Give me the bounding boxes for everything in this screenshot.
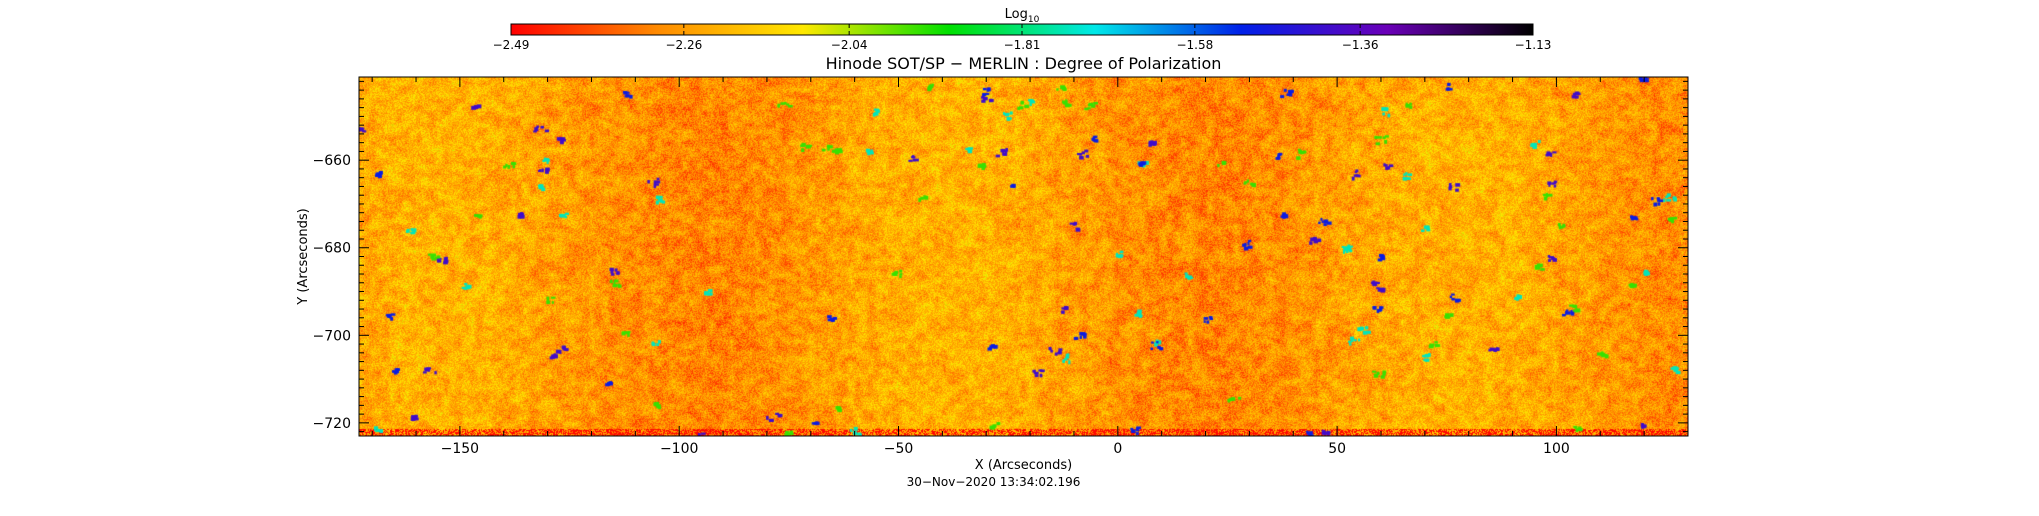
- colorbar-title: Log10: [1005, 7, 1040, 25]
- colorbar-tick-label: −2.49: [493, 38, 530, 52]
- y-axis-ticks: −660 −680 −700 −720: [313, 80, 1688, 433]
- x-tick-label: −150: [441, 441, 479, 457]
- timestamp: 30−Nov−2020 13:34:02.196: [907, 475, 1081, 489]
- y-tick-label: −720: [313, 416, 351, 432]
- colorbar-tick-label: −1.58: [1176, 38, 1213, 52]
- polarization-map-container: [359, 77, 1688, 436]
- y-tick-label: −680: [313, 241, 351, 257]
- colorbar-ticks: −2.49 −2.26 −2.04 −1.81 −1.58 −1.36 −1.13: [493, 24, 1552, 52]
- polarization-heatmap: [359, 77, 1688, 436]
- x-tick-label: −50: [884, 441, 914, 457]
- colorbar: Log10 −2.49 −2.26 −2.04 −1.81 −1.58 −1.36 −1.1…: [493, 7, 1552, 52]
- colorbar-title-subscript: 10: [1028, 15, 1040, 25]
- x-tick-label: 0: [1113, 441, 1122, 457]
- colorbar-tick-label: −2.04: [831, 38, 868, 52]
- x-axis-label: X (Arcseconds): [975, 458, 1072, 473]
- x-tick-label: 100: [1543, 441, 1570, 457]
- y-axis-label: Y (Arcseconds): [296, 208, 311, 305]
- y-tick-label: −700: [313, 328, 351, 344]
- colorbar-title-main: Log: [1005, 7, 1028, 22]
- colorbar-tick-label: −1.81: [1004, 38, 1041, 52]
- colorbar-tick-label: −1.36: [1342, 38, 1379, 52]
- plot-title: Hinode SOT/SP − MERLIN : Degree of Polar…: [826, 54, 1222, 73]
- colorbar-tick-label: −2.26: [665, 38, 702, 52]
- plot-area: −150 −100 −50 0 50 100 −660 −680 −700 −720: [313, 76, 1689, 457]
- x-tick-label: 50: [1328, 441, 1346, 457]
- y-tick-label: −660: [313, 153, 351, 169]
- colorbar-tick-label: −1.13: [1515, 38, 1552, 52]
- x-axis-ticks: −150 −100 −50 0 50 100: [371, 77, 1689, 457]
- x-tick-label: −100: [660, 441, 698, 457]
